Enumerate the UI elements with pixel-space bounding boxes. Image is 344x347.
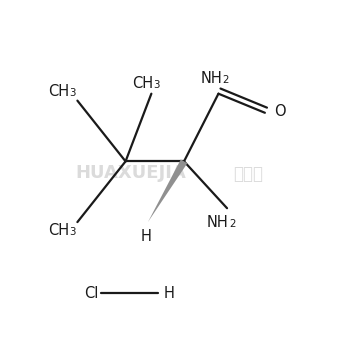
Text: H: H [141,229,152,244]
Text: $_{3}$: $_{3}$ [69,223,77,238]
Text: NH: NH [200,70,222,86]
Text: $_{2}$: $_{2}$ [222,70,229,86]
Text: $_{2}$: $_{2}$ [229,215,236,230]
Text: CH: CH [48,223,69,238]
Text: O: O [275,103,286,119]
Text: $_{3}$: $_{3}$ [153,76,161,92]
Text: CH: CH [132,76,153,92]
Text: 化学加: 化学加 [233,164,263,183]
Text: CH: CH [48,84,69,100]
Text: HUAXUEJIA: HUAXUEJIA [75,164,186,183]
Text: NH: NH [207,215,229,230]
Text: Cl: Cl [84,286,98,301]
Text: $_{3}$: $_{3}$ [69,84,77,100]
Text: H: H [163,286,174,301]
Polygon shape [148,159,187,222]
